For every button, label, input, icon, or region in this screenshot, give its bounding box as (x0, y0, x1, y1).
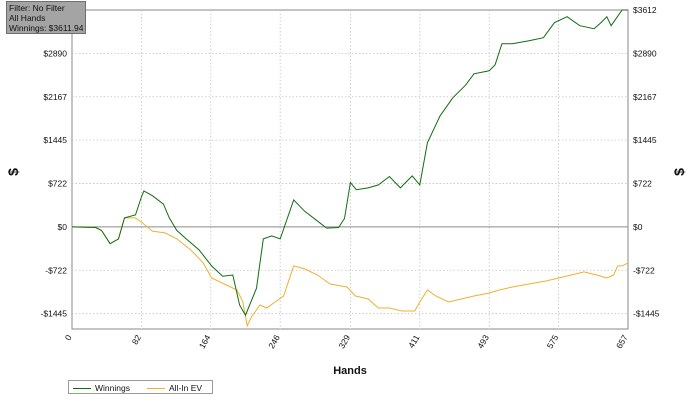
y-tick-label-right: $0 (633, 222, 643, 232)
legend-swatch-winnings (73, 388, 91, 390)
filter-info-box: Filter: No Filter All Hands Winnings: $3… (6, 1, 86, 34)
y-tick-label-right: $722 (633, 179, 652, 189)
legend-label-allin-ev: All-In EV (169, 383, 203, 393)
x-tick-label: 82 (130, 333, 144, 346)
x-tick-label: 164 (197, 333, 213, 351)
axis-labels: 082164246329411493575657$3612$3612$2890$… (41, 5, 660, 350)
x-tick-label: 493 (475, 333, 491, 351)
y-tick-label-right: $1445 (633, 135, 657, 145)
x-tick-label: 329 (336, 333, 352, 351)
filter-label: Filter: No Filter (9, 3, 65, 13)
y-tick-label-left: $2890 (43, 48, 67, 58)
x-axis-title: Hands (333, 365, 367, 377)
y-tick-label-right: $2890 (633, 48, 657, 58)
legend-label-winnings: Winnings (95, 383, 130, 393)
legend: Winnings All-In EV (68, 380, 213, 394)
x-tick-label: 0 (63, 333, 74, 342)
y-tick-label-left: $722 (48, 179, 67, 189)
hands-scope-label: All Hands (9, 13, 46, 23)
x-tick-label: 411 (406, 333, 422, 350)
legend-swatch-allin-ev (147, 388, 165, 390)
y-axis-title-right: $ (671, 168, 687, 176)
x-tick-label: 246 (266, 333, 282, 351)
y-tick-label-left: $2167 (43, 92, 67, 102)
winnings-total-label: Winnings: $3611.94 (9, 23, 84, 33)
y-tick-label-left: $0 (58, 222, 68, 232)
legend-item-allin-ev: All-In EV (147, 382, 202, 394)
y-tick-label-right: -$722 (633, 265, 655, 275)
y-tick-label-right: $3612 (633, 5, 657, 15)
winnings-line (71, 9, 628, 317)
y-tick-label-left: $1445 (43, 135, 67, 145)
plot-area (71, 9, 629, 330)
x-tick-label: 657 (614, 333, 630, 351)
y-tick-label-left: -$722 (45, 265, 67, 275)
x-tick-label: 575 (545, 333, 561, 351)
series-lines (71, 9, 629, 328)
y-tick-label-left: -$1445 (41, 309, 68, 319)
y-tick-label-right: $2167 (633, 92, 657, 102)
y-tick-label-right: -$1445 (633, 309, 660, 319)
legend-item-winnings: Winnings (73, 382, 130, 394)
y-axis-title-left: $ (5, 168, 21, 176)
allin-ev-line (71, 217, 629, 328)
